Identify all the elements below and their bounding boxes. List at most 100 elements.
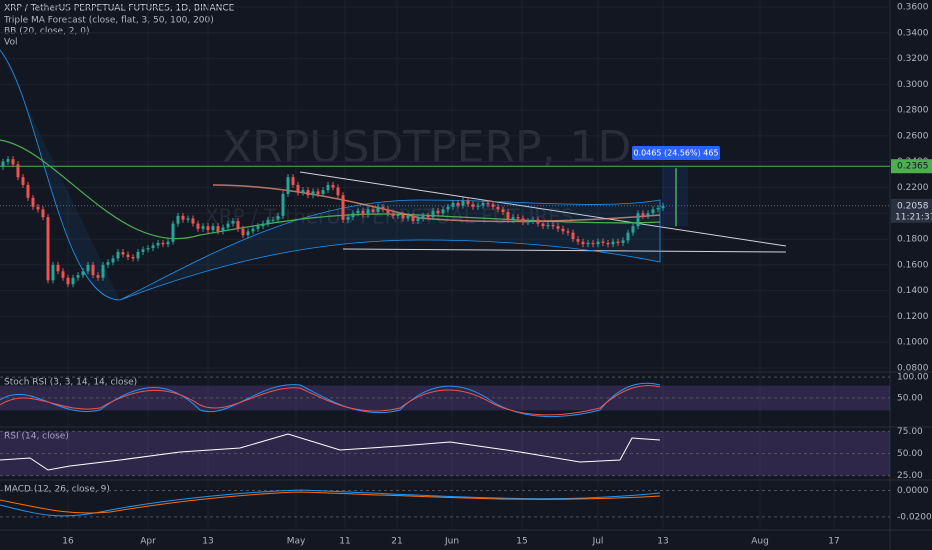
candle-body <box>136 251 140 259</box>
candle-body <box>611 241 615 245</box>
candle-body <box>426 215 430 218</box>
date-label: Jun <box>444 537 459 547</box>
price-tick-label: 0.3000 <box>897 80 929 90</box>
candle-body <box>486 202 490 205</box>
candle-body <box>226 223 230 228</box>
candle-body <box>496 206 500 210</box>
candle-body <box>161 242 165 245</box>
candle-body <box>31 197 35 207</box>
candle-body <box>501 209 505 212</box>
candle-body <box>386 209 390 214</box>
candle-body <box>276 215 280 220</box>
candle-body <box>241 228 245 236</box>
measure-box <box>662 166 688 227</box>
candle-body <box>326 184 330 191</box>
candle-body <box>196 223 200 229</box>
pane-label: RSI (14, close) <box>4 432 69 442</box>
candle-body <box>466 200 470 205</box>
price-tick-label: 0.3400 <box>897 28 929 38</box>
candle-body <box>491 204 495 207</box>
candle-body <box>21 177 25 185</box>
candle-body <box>461 200 465 206</box>
candle-body <box>376 206 380 212</box>
candle-body <box>231 221 235 224</box>
price-tick-label: 0.2600 <box>897 131 929 141</box>
pane-tick-label: 100.00 <box>897 373 929 383</box>
candle-body <box>511 217 515 220</box>
candle-body <box>541 223 545 227</box>
date-label: 17 <box>828 537 839 547</box>
macd-line <box>0 489 661 517</box>
candle-body <box>321 190 325 194</box>
candle-body <box>606 242 610 245</box>
candle-body <box>576 239 580 242</box>
candle-body <box>6 159 10 162</box>
candle-body <box>516 217 520 219</box>
candle-body <box>651 209 655 214</box>
pane-label: MACD (12, 26, close, 9) <box>4 485 110 495</box>
measure-label-bg <box>632 146 720 160</box>
candle-body <box>16 164 20 178</box>
candle-body <box>101 264 105 278</box>
candle-body <box>641 213 645 216</box>
candle-body <box>1 161 5 167</box>
target-tag-label: 0.2365 <box>897 162 929 172</box>
candle-body <box>401 214 405 219</box>
date-label: Jul <box>592 537 604 547</box>
candle-body <box>166 241 170 245</box>
stoch-k <box>0 382 661 417</box>
date-label: 15 <box>516 537 527 547</box>
candle-body <box>291 177 295 185</box>
candle-body <box>246 231 250 236</box>
candle-body <box>471 204 475 207</box>
candle-body <box>416 218 420 222</box>
candle-body <box>256 226 260 229</box>
candle-body <box>371 209 375 212</box>
candle-body <box>646 213 650 216</box>
candle-body <box>336 187 340 196</box>
candle-body <box>36 206 40 210</box>
candle-body <box>476 205 480 207</box>
candle-body <box>176 215 180 224</box>
candle-body <box>531 219 535 222</box>
candle-body <box>331 184 335 188</box>
pane-tick-label: 50.00 <box>897 449 923 459</box>
candle-body <box>636 213 640 227</box>
candle-body <box>126 254 130 258</box>
candle-body <box>296 184 300 193</box>
date-label: May <box>287 537 306 547</box>
candle-body <box>141 249 145 252</box>
price-tick-label: 0.2200 <box>897 183 929 193</box>
indicator-label: Vol <box>4 38 17 48</box>
rsi-line <box>0 433 661 471</box>
pane-tick-label: 25.00 <box>897 471 923 481</box>
candle-body <box>456 202 460 206</box>
candle-body <box>131 257 135 259</box>
price-tick-label: 0.2800 <box>897 106 929 116</box>
candle-body <box>96 275 100 278</box>
date-label: 11 <box>339 537 350 547</box>
candle-body <box>591 242 595 245</box>
candle-body <box>41 209 45 218</box>
candle-body <box>621 240 625 243</box>
indicator-label: BB (20, close, 2, 0) <box>4 27 89 37</box>
candle-body <box>566 231 570 233</box>
candle-body <box>441 209 445 214</box>
last-price-label: 0.2058 <box>897 201 929 211</box>
candle-body <box>111 258 115 263</box>
candle-body <box>391 213 395 216</box>
candle-body <box>216 226 220 232</box>
candle-body <box>601 241 605 243</box>
candle-body <box>421 215 425 219</box>
candle-body <box>411 215 415 222</box>
candle-body <box>46 217 50 281</box>
candle-body <box>311 191 315 196</box>
measure-label: 0.0465 (24.56%) 465 <box>633 149 718 158</box>
price-tick-label: 0.1400 <box>897 286 929 296</box>
candle-body <box>86 264 90 272</box>
candle-body <box>396 214 400 216</box>
pane-label: Stoch RSI (3, 3, 14, 14, close) <box>4 378 137 388</box>
candle-body <box>661 205 665 209</box>
